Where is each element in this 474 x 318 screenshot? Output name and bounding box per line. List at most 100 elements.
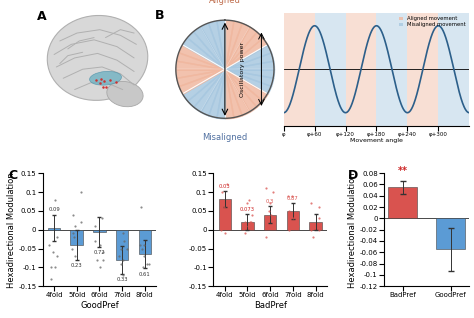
Point (244, 201, 251, 206)
Point (53, 253, 61, 259)
Point (54, 235, 61, 240)
Point (146, 261, 153, 266)
Y-axis label: Hexadirectional Modulation: Hexadirectional Modulation (348, 172, 357, 287)
Bar (138, 230, 151, 254)
Point (292, 220, 300, 225)
Bar (241, 222, 254, 230)
Text: 0.72: 0.72 (93, 250, 105, 255)
Point (99, 257, 107, 262)
Point (288, 193, 296, 198)
Point (267, 212, 274, 217)
Point (137, 204, 145, 210)
Point (49, 250, 56, 255)
Point (116, 253, 123, 259)
Y-axis label: Hexadirectional Modulation: Hexadirectional Modulation (7, 172, 16, 287)
Bar (388, 187, 417, 218)
Point (307, 227, 314, 232)
Point (316, 223, 324, 228)
Point (218, 190, 226, 195)
Point (78, 220, 85, 225)
Point (262, 235, 269, 240)
Text: 0.073: 0.073 (240, 207, 255, 212)
Point (69, 212, 77, 217)
Bar (48, 228, 60, 230)
Point (138, 246, 146, 251)
Point (315, 227, 323, 232)
Point (118, 261, 125, 266)
Bar (346, 13, 376, 126)
Point (315, 204, 322, 210)
Point (96, 265, 103, 270)
Point (216, 216, 224, 221)
Text: Misaligned: Misaligned (202, 133, 247, 142)
Point (77, 190, 85, 195)
Point (284, 193, 292, 198)
X-axis label: GoodPref: GoodPref (80, 301, 119, 310)
Point (71, 253, 79, 259)
Point (285, 227, 292, 232)
Ellipse shape (107, 81, 143, 107)
Point (119, 257, 127, 262)
Point (91, 223, 99, 228)
Point (218, 220, 226, 225)
Text: B: B (155, 10, 164, 23)
Point (93, 257, 101, 262)
Text: 0.09: 0.09 (48, 207, 60, 212)
Bar (437, 218, 465, 250)
Text: 0.33: 0.33 (116, 277, 128, 282)
Point (143, 261, 151, 266)
Point (308, 201, 315, 206)
Point (96, 242, 103, 247)
Point (246, 220, 254, 225)
Text: Oscillatory power: Oscillatory power (240, 42, 246, 97)
Point (220, 204, 228, 210)
Point (270, 190, 277, 195)
Text: D: D (348, 169, 359, 182)
Point (51, 265, 59, 270)
Point (218, 227, 225, 232)
Point (119, 272, 127, 277)
Point (120, 238, 128, 244)
Point (241, 231, 248, 236)
Point (309, 235, 317, 240)
Point (244, 223, 252, 228)
Bar (408, 13, 438, 126)
Point (99, 250, 107, 255)
Text: C: C (9, 169, 18, 182)
Bar (309, 222, 322, 230)
Point (71, 223, 79, 228)
Point (223, 182, 230, 187)
Point (285, 208, 292, 213)
Point (141, 253, 148, 259)
Bar (438, 13, 469, 126)
Point (286, 216, 293, 221)
Bar (284, 13, 315, 126)
Text: 0.87: 0.87 (287, 196, 299, 201)
Point (69, 246, 76, 251)
Bar (264, 215, 276, 230)
Point (70, 235, 78, 240)
Bar (116, 230, 128, 260)
Bar (376, 13, 408, 126)
Point (242, 220, 249, 225)
X-axis label: BadPref: BadPref (254, 301, 287, 310)
Text: Aligned: Aligned (209, 0, 241, 5)
Text: A: A (37, 10, 46, 24)
Point (224, 212, 231, 217)
Point (51, 197, 59, 202)
Text: **: ** (398, 166, 408, 176)
Point (91, 238, 99, 244)
Point (98, 216, 106, 221)
Legend: Aligned movement, Misaligned movement: Aligned movement, Misaligned movement (398, 15, 466, 29)
Point (245, 197, 253, 202)
Point (316, 223, 324, 228)
Point (70, 231, 77, 236)
Bar (93, 230, 106, 232)
Point (47, 265, 55, 270)
Ellipse shape (47, 16, 148, 100)
Point (262, 186, 270, 191)
Point (266, 201, 274, 206)
Point (266, 223, 273, 228)
Point (139, 265, 146, 270)
Point (137, 242, 144, 247)
